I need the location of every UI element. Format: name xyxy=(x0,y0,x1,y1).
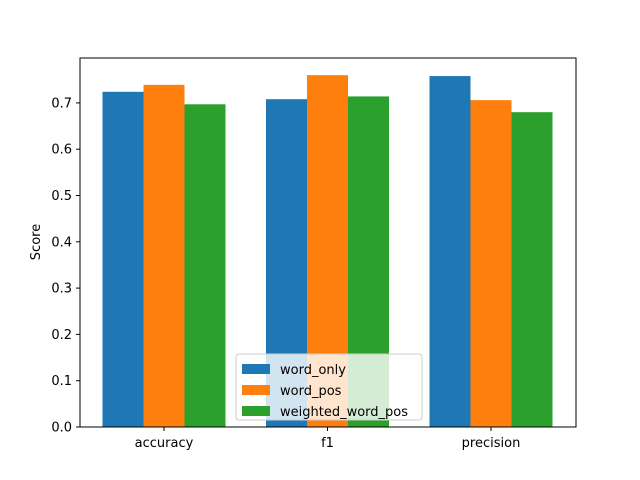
y-tick-label: 0.4 xyxy=(51,235,72,250)
y-tick-label: 0.1 xyxy=(51,374,72,389)
y-tick-label: 0.0 xyxy=(51,421,72,436)
bar-word_pos-precision xyxy=(470,100,512,427)
legend-label-word_only: word_only xyxy=(280,363,346,378)
bar-weighted_word_pos-precision xyxy=(511,112,553,428)
bar-weighted_word_pos-accuracy xyxy=(184,104,226,428)
legend-label-word_pos: word_pos xyxy=(280,384,342,399)
y-tick-label: 0.2 xyxy=(51,328,72,343)
legend-swatch-word_only xyxy=(242,364,270,374)
y-axis: 0.0 0.1 0.2 0.3 0.4 0.5 0.6 0.7 xyxy=(51,96,80,436)
bar-word_only-precision xyxy=(429,76,471,428)
x-axis: accuracy f1 precision xyxy=(135,427,521,451)
legend-box xyxy=(235,353,423,421)
legend: word_only word_pos weighted_word_pos xyxy=(235,353,423,421)
legend-swatch-weighted_word_pos xyxy=(242,406,270,416)
y-tick-label: 0.3 xyxy=(51,282,72,297)
bar-word_pos-accuracy xyxy=(143,84,185,427)
y-tick-label: 0.6 xyxy=(51,143,72,158)
x-tick-label-precision: precision xyxy=(462,436,521,451)
x-tick-label-accuracy: accuracy xyxy=(135,436,194,451)
bar-word_only-accuracy xyxy=(102,91,144,428)
y-tick-label: 0.5 xyxy=(51,189,72,204)
y-tick-label: 0.7 xyxy=(51,96,72,111)
legend-label-weighted_word_pos: weighted_word_pos xyxy=(280,405,408,420)
x-tick-label-f1: f1 xyxy=(321,436,334,451)
y-axis-label: Score xyxy=(29,224,44,260)
legend-swatch-word_pos xyxy=(242,385,270,395)
